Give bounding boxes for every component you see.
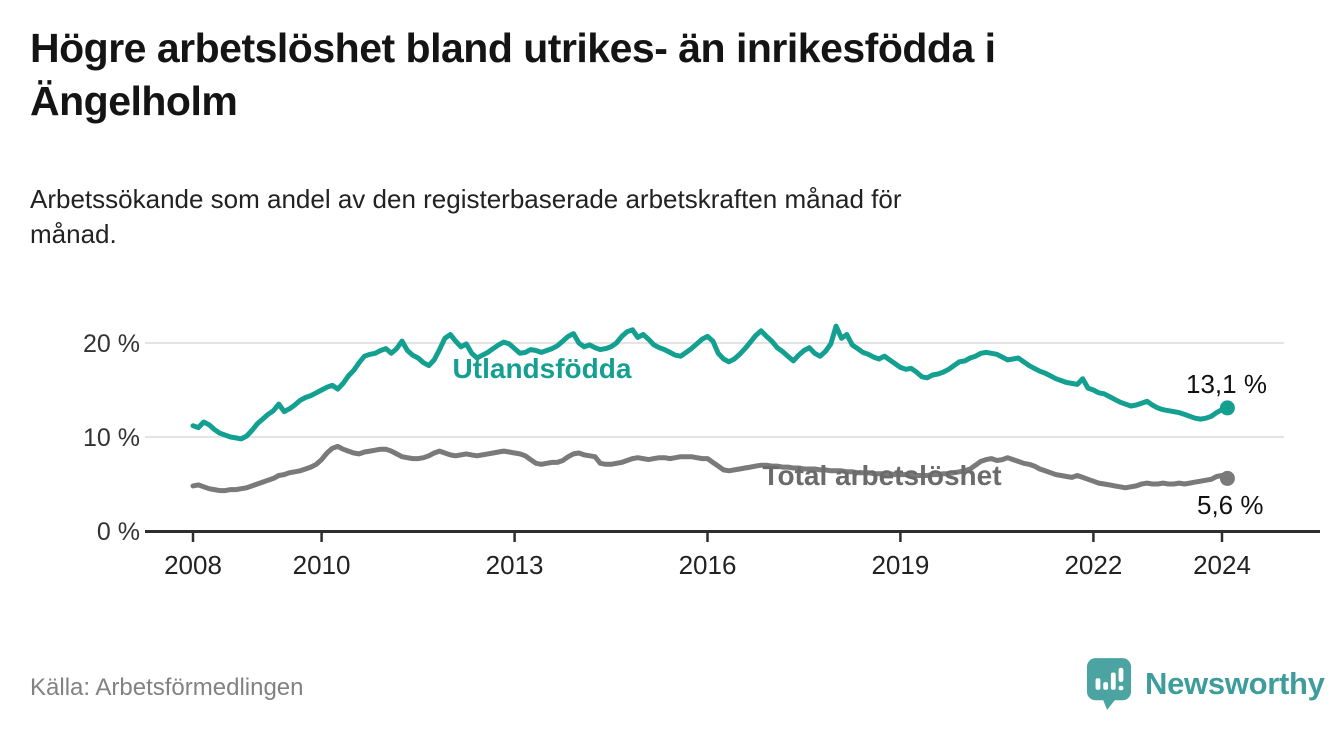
page-title: Högre arbetslöshet bland utrikes- än inr… [30, 22, 1310, 129]
x-axis-label-2010: 2010 [293, 550, 351, 580]
series-label-utlandsfodda: Utlandsfödda [453, 353, 632, 384]
series-layer [190, 323, 1235, 494]
newsworthy-wordmark: Newsworthy [1145, 666, 1325, 701]
x-axis-label-2022: 2022 [1064, 550, 1122, 580]
end-value-label-utlandsfodda: 13,1 % [1186, 369, 1267, 399]
x-axis-label-2024: 2024 [1193, 550, 1251, 580]
chart-subtitle-line2: månad. [30, 218, 117, 249]
series-line-utlandsfodda [190, 323, 1230, 442]
endpoint-dot-utlandsfodda [1219, 400, 1235, 416]
line-chart: 20 % 10 % 0 % 2008 2010 2013 2016 2019 2… [83, 323, 1320, 580]
x-axis-label-2013: 2013 [486, 550, 544, 580]
series-label-total-arbetsloshet: Total arbetslöshet [762, 460, 1001, 491]
y-axis-label-20: 20 % [83, 330, 140, 358]
end-value-label-total: 5,6 % [1197, 490, 1264, 520]
bar-chart-bubble-icon [1086, 658, 1132, 710]
y-axis-label-0: 0 % [97, 518, 140, 546]
series-line-total-arbetsloshet [190, 443, 1230, 494]
chart-subtitle: Arbetssökande som andel av den registerb… [30, 182, 1310, 251]
x-axis-label-2008: 2008 [164, 550, 222, 580]
y-axis-label-10: 10 % [83, 424, 140, 452]
page-title-line2: Ängelholm [30, 78, 238, 125]
chart-subtitle-line1: Arbetssökande som andel av den registerb… [30, 184, 902, 214]
x-axis-label-2016: 2016 [679, 550, 737, 580]
endpoint-dot-total-arbetsloshet [1219, 470, 1235, 486]
x-axis-label-2019: 2019 [871, 550, 929, 580]
page-title-line1: Högre arbetslöshet bland utrikes- än inr… [30, 25, 996, 71]
source-note: Källa: Arbetsförmedlingen [30, 674, 304, 701]
newsworthy-logo: Newsworthy [1086, 657, 1325, 711]
